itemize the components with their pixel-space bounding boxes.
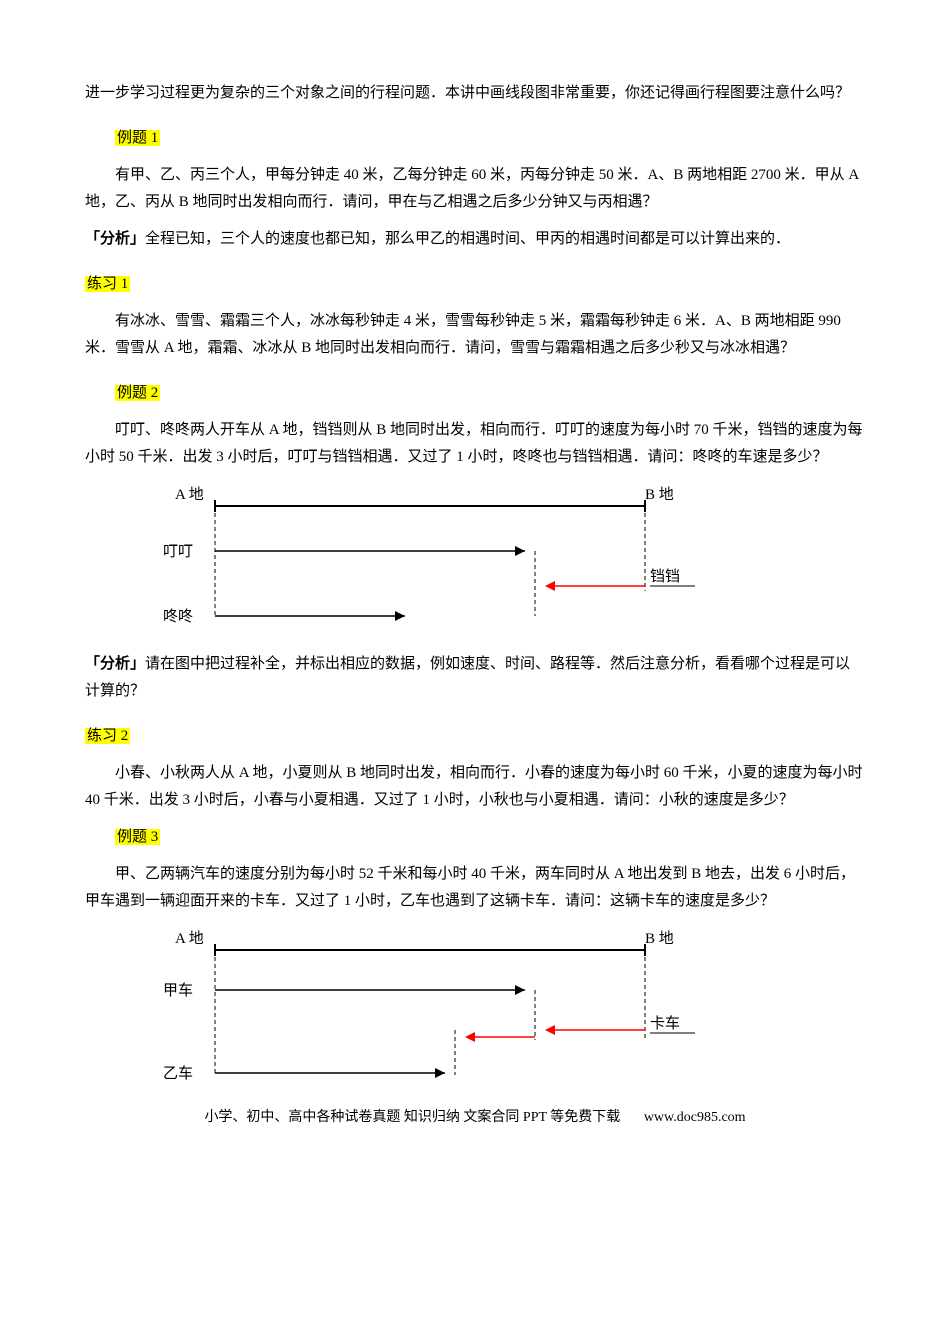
footer: 小学、初中、高中各种试卷真题 知识归纳 文案合同 PPT 等免费下载 www.d…	[85, 1105, 865, 1130]
analysis-label: 「分析」	[85, 231, 145, 247]
diagram-1: A 地 B 地 叮叮 铛铛 咚咚	[155, 481, 675, 641]
example-2: 例题 2 叮叮、咚咚两人开车从 A 地，铛铛则从 B 地同时出发，相向而行．叮叮…	[85, 380, 865, 471]
footer-text: 小学、初中、高中各种试卷真题 知识归纳 文案合同 PPT 等免费下载	[204, 1110, 620, 1125]
diagram-1-right-label: 铛铛	[650, 568, 680, 585]
page: 进一步学习过程更为复杂的三个对象之间的行程问题．本讲中画线段图非常重要，你还记得…	[0, 0, 950, 1170]
example-2-analysis: 「分析」请在图中把过程补全，并标出相应的数据，例如速度、时间、路程等．然后注意分…	[85, 651, 865, 705]
diagram-2-right-label: 卡车	[650, 1015, 680, 1032]
practice-2-label-line: 练习 2	[85, 723, 865, 750]
practice-2: 练习 2 小春、小秋两人从 A 地，小夏则从 B 地同时出发，相向而行．小春的速…	[85, 723, 865, 814]
diagram-2-row2-label: 乙车	[163, 1065, 193, 1082]
example-2-label: 例题 2	[115, 385, 160, 401]
intro-paragraph: 进一步学习过程更为复杂的三个对象之间的行程问题．本讲中画线段图非常重要，你还记得…	[85, 80, 865, 107]
example-1: 例题 1 有甲、乙、丙三个人，甲每分钟走 40 米，乙每分钟走 60 米，丙每分…	[85, 125, 865, 253]
diagram-2: A 地 B 地 甲车 卡车 乙车	[155, 925, 675, 1095]
example-1-body: 有甲、乙、丙三个人，甲每分钟走 40 米，乙每分钟走 60 米，丙每分钟走 50…	[85, 162, 865, 216]
practice-2-body: 小春、小秋两人从 A 地，小夏则从 B 地同时出发，相向而行．小春的速度为每小时…	[85, 760, 865, 814]
example-3-label-line: 例题 3	[85, 824, 865, 851]
diagram-2-b-label: B 地	[645, 930, 674, 947]
diagram-1-a-label: A 地	[175, 486, 204, 503]
example-3: 例题 3 甲、乙两辆汽车的速度分别为每小时 52 千米和每小时 40 千米，两车…	[85, 824, 865, 915]
footer-url: www.doc985.com	[644, 1110, 746, 1125]
diagram-1-row2-label: 咚咚	[163, 608, 193, 625]
analysis-text-2: 请在图中把过程补全，并标出相应的数据，例如速度、时间、路程等．然后注意分析，看看…	[85, 656, 850, 699]
example-3-label: 例题 3	[115, 829, 160, 845]
example-2-label-line: 例题 2	[85, 380, 865, 407]
diagram-1-svg: A 地 B 地 叮叮 铛铛 咚咚	[155, 481, 715, 631]
example-3-body: 甲、乙两辆汽车的速度分别为每小时 52 千米和每小时 40 千米，两车同时从 A…	[85, 861, 865, 915]
practice-2-label: 练习 2	[85, 728, 130, 744]
diagram-2-row1-label: 甲车	[163, 982, 193, 999]
analysis-label-2: 「分析」	[85, 656, 145, 672]
practice-1-label-line: 练习 1	[85, 271, 865, 298]
example-1-label-line: 例题 1	[85, 125, 865, 152]
practice-1-body: 有冰冰、雪雪、霜霜三个人，冰冰每秒钟走 4 米，雪雪每秒钟走 5 米，霜霜每秒钟…	[85, 308, 865, 362]
practice-1: 练习 1 有冰冰、雪雪、霜霜三个人，冰冰每秒钟走 4 米，雪雪每秒钟走 5 米，…	[85, 271, 865, 362]
diagram-1-row1-label: 叮叮	[163, 544, 193, 560]
example-1-label: 例题 1	[115, 130, 160, 146]
diagram-2-a-label: A 地	[175, 930, 204, 947]
diagram-1-b-label: B 地	[645, 486, 674, 503]
example-2-body: 叮叮、咚咚两人开车从 A 地，铛铛则从 B 地同时出发，相向而行．叮叮的速度为每…	[85, 417, 865, 471]
diagram-2-svg: A 地 B 地 甲车 卡车 乙车	[155, 925, 715, 1085]
analysis-text: 全程已知，三个人的速度也都已知，那么甲乙的相遇时间、甲丙的相遇时间都是可以计算出…	[145, 231, 790, 247]
practice-1-label: 练习 1	[85, 276, 130, 292]
example-1-analysis: 「分析」全程已知，三个人的速度也都已知，那么甲乙的相遇时间、甲丙的相遇时间都是可…	[85, 226, 865, 253]
